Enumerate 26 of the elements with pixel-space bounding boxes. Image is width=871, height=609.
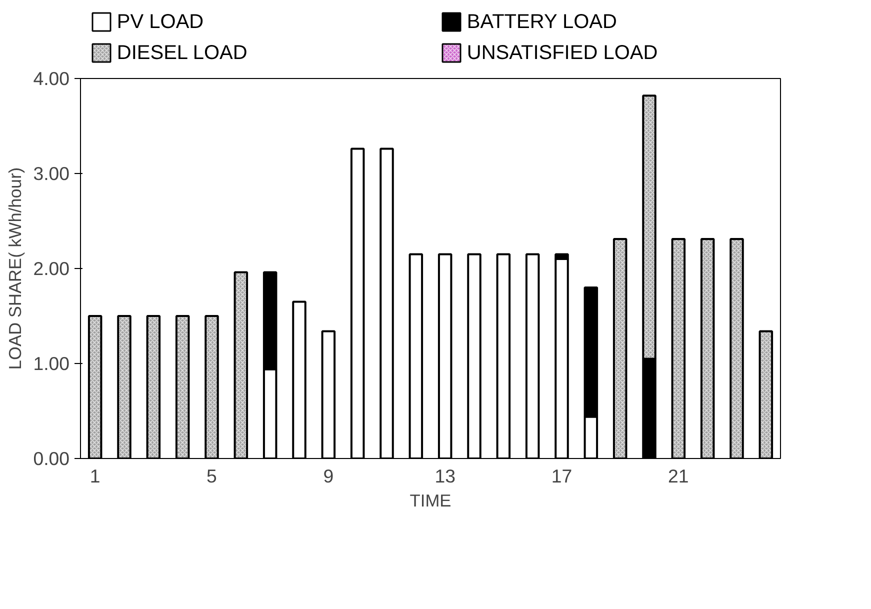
x-tick-label: 1 xyxy=(90,466,100,486)
legend-label: UNSATISFIED LOAD xyxy=(466,42,658,64)
bar xyxy=(525,253,540,458)
bar xyxy=(321,330,336,458)
bar xyxy=(496,253,511,458)
x-tick-label: 5 xyxy=(206,466,217,486)
x-tick-label: 9 xyxy=(323,466,334,486)
y-tick-label: 4.00 xyxy=(33,68,70,89)
x-tick-label: 17 xyxy=(551,466,572,486)
x-tick-label: 21 xyxy=(668,466,689,486)
bar xyxy=(438,253,452,458)
y-tick-label: 0.00 xyxy=(33,448,70,469)
legend-label: PV LOAD xyxy=(116,11,204,33)
y-tick-label: 3.00 xyxy=(33,163,70,184)
y-tick-label: 2.00 xyxy=(33,258,70,279)
legend-label: BATTERY LOAD xyxy=(466,11,617,33)
y-axis-title: LOAD SHARE( kWh/hour) xyxy=(5,167,26,370)
bar xyxy=(292,300,306,458)
legend-label: DIESEL LOAD xyxy=(116,42,248,64)
bar xyxy=(467,253,482,458)
bar xyxy=(408,253,424,458)
bar xyxy=(380,148,394,458)
x-axis-title: TIME xyxy=(410,490,452,510)
x-tick-label: 13 xyxy=(434,466,456,486)
bar xyxy=(350,148,365,458)
y-tick-label: 1.00 xyxy=(33,353,70,374)
